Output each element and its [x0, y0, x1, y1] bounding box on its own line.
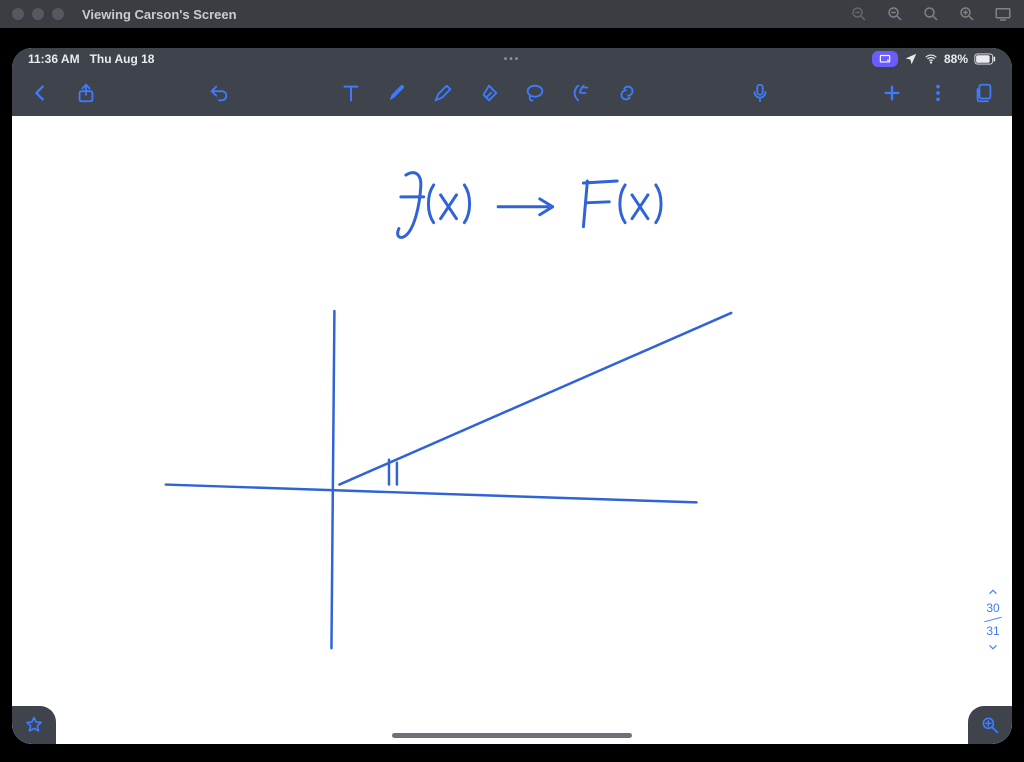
highlighter-tool[interactable]	[429, 79, 457, 107]
pages-button[interactable]	[970, 79, 998, 107]
mac-titlebar: Viewing Carson's Screen	[0, 0, 1024, 28]
zoom-actual-icon[interactable]	[922, 5, 940, 23]
text-tool[interactable]	[337, 79, 365, 107]
app-toolbar	[12, 70, 1012, 116]
multitask-dots[interactable]: •••	[504, 54, 521, 65]
shapes-tool[interactable]	[567, 79, 595, 107]
back-button[interactable]	[26, 79, 54, 107]
traffic-zoom[interactable]	[52, 8, 64, 20]
zoom-out-disabled-icon	[850, 5, 868, 23]
note-canvas[interactable]: 30 31	[12, 116, 1012, 744]
screenshare-indicator[interactable]	[872, 51, 898, 67]
display-icon[interactable]	[994, 5, 1012, 23]
battery-percent: 88%	[944, 52, 968, 66]
ipad-status-bar: 11:36 AM Thu Aug 18 ••• 88%	[12, 48, 1012, 70]
zoom-in-icon[interactable]	[958, 5, 976, 23]
zoom-out-icon[interactable]	[886, 5, 904, 23]
traffic-lights	[12, 8, 64, 20]
page-next-button[interactable]	[986, 640, 1000, 654]
share-button[interactable]	[72, 79, 100, 107]
page-total: 31	[986, 624, 999, 638]
window-title: Viewing Carson's Screen	[82, 7, 237, 22]
page-current: 30	[986, 601, 999, 615]
ipad-screen: 11:36 AM Thu Aug 18 ••• 88%	[12, 48, 1012, 744]
add-button[interactable]	[878, 79, 906, 107]
status-date: Thu Aug 18	[90, 52, 155, 66]
battery-icon	[974, 53, 996, 65]
bookmark-tab[interactable]	[12, 706, 56, 744]
link-tool[interactable]	[613, 79, 641, 107]
home-indicator[interactable]	[392, 733, 632, 738]
page-prev-button[interactable]	[986, 585, 1000, 599]
more-button[interactable]	[924, 79, 952, 107]
zoom-tab[interactable]	[968, 706, 1012, 744]
page-divider	[984, 617, 1002, 623]
traffic-minimize[interactable]	[32, 8, 44, 20]
mac-right-toolbar	[850, 5, 1012, 23]
ipad-frame: 11:36 AM Thu Aug 18 ••• 88%	[8, 44, 1016, 748]
mic-button[interactable]	[746, 79, 774, 107]
traffic-close[interactable]	[12, 8, 24, 20]
drawing-layer	[12, 116, 1012, 744]
eraser-tool[interactable]	[475, 79, 503, 107]
wifi-icon	[924, 52, 938, 66]
lasso-tool[interactable]	[521, 79, 549, 107]
undo-button[interactable]	[205, 79, 233, 107]
location-icon	[904, 52, 918, 66]
page-navigator: 30 31	[984, 585, 1002, 654]
status-time: 11:36 AM	[28, 52, 80, 66]
pen-tool[interactable]	[383, 79, 411, 107]
